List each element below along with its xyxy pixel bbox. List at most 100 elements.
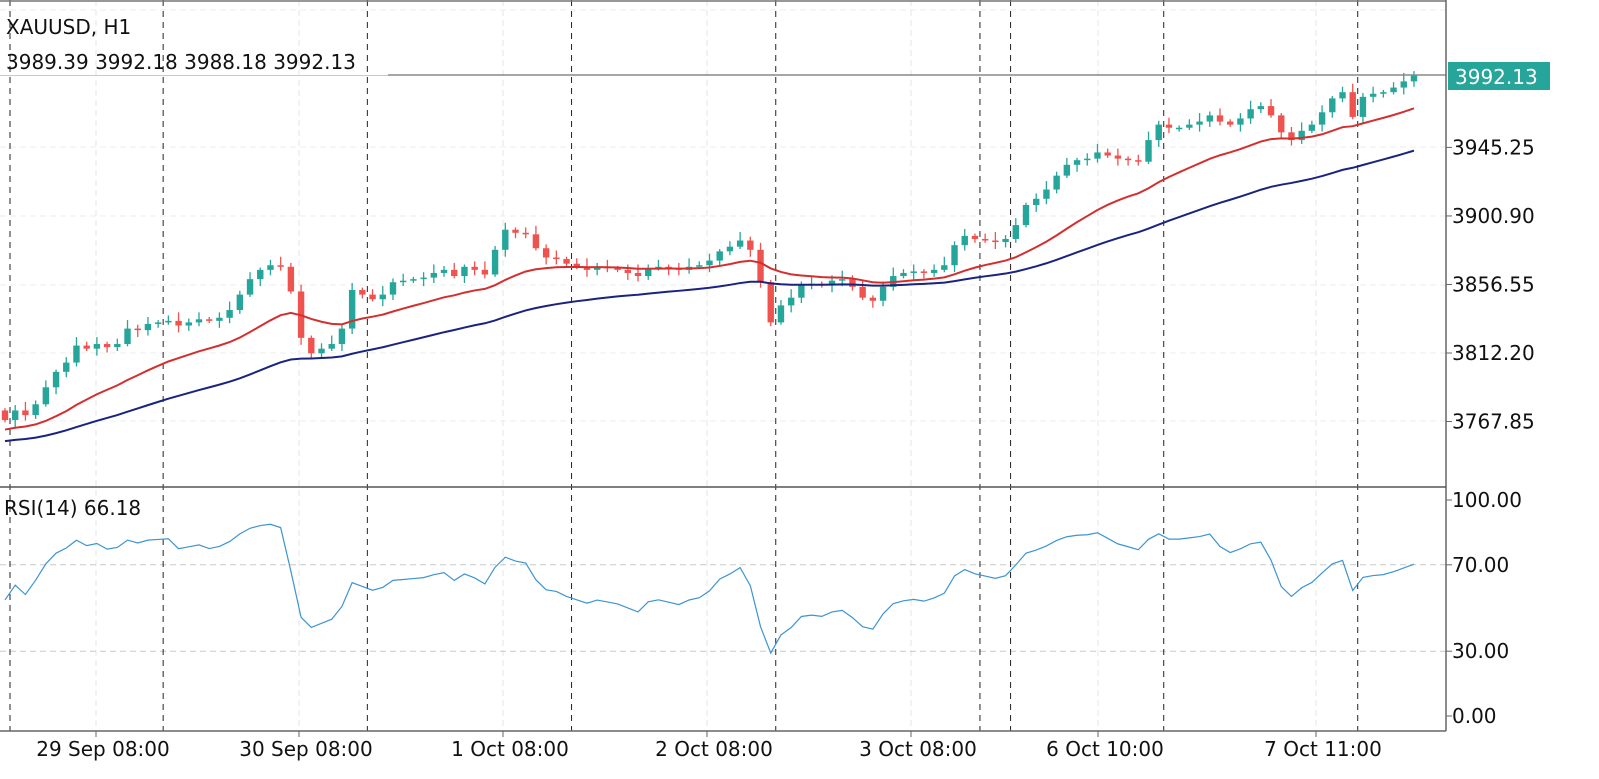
candle-body — [1104, 152, 1111, 156]
candle-body — [1318, 112, 1326, 125]
candle — [1175, 125, 1183, 132]
candle — [1380, 89, 1387, 98]
candle — [502, 222, 509, 257]
candle-body — [981, 238, 989, 241]
candle — [348, 283, 356, 334]
candle — [1094, 143, 1101, 163]
candle — [1063, 157, 1071, 178]
candle — [175, 312, 182, 333]
candle-body — [1410, 75, 1418, 82]
candle-body — [338, 328, 346, 345]
candle-body — [1155, 124, 1162, 141]
candle — [777, 299, 785, 325]
time-tick-label: 1 Oct 08:00 — [451, 737, 569, 761]
candle-body — [645, 268, 652, 277]
candle-body — [420, 277, 427, 280]
rsi-tick-label: 0.00 — [1452, 704, 1497, 728]
candle-body — [961, 235, 968, 246]
price-axis-ticks: 3945.25 3900.90 3856.55 3812.20 3767.85 — [1446, 135, 1535, 434]
candle-body — [522, 232, 529, 235]
candle-body — [757, 249, 764, 283]
candle-body — [798, 285, 805, 298]
price-tick-label: 3945.25 — [1452, 135, 1535, 159]
candle — [12, 405, 19, 427]
candle — [420, 272, 427, 287]
price-tick-label: 3900.90 — [1452, 204, 1535, 228]
symbol-timeframe: XAUUSD, H1 — [6, 15, 131, 39]
candle-body — [716, 251, 723, 261]
candle-body — [1359, 96, 1367, 117]
candle — [1155, 120, 1162, 148]
candle-body — [1012, 225, 1019, 239]
candle-body — [573, 263, 580, 267]
candle-body — [849, 279, 856, 287]
candle — [1053, 171, 1060, 194]
candle — [1400, 72, 1407, 95]
candle — [1206, 111, 1213, 127]
candle-body — [1053, 175, 1060, 190]
candle-body — [63, 362, 70, 372]
candle-body — [1073, 160, 1081, 165]
candle — [1135, 154, 1142, 166]
candle-body — [869, 297, 877, 301]
candle-body — [1033, 198, 1040, 205]
candle-body — [696, 265, 703, 267]
candle-body — [1237, 118, 1244, 125]
candle-body — [1094, 152, 1101, 159]
time-tick-label: 2 Oct 08:00 — [655, 737, 773, 761]
candle — [430, 264, 438, 284]
candle — [195, 312, 203, 327]
candle — [257, 267, 264, 287]
candle-body — [593, 266, 601, 270]
candle — [154, 320, 162, 328]
candle-body — [726, 246, 734, 252]
candle — [359, 287, 366, 299]
candle-body — [971, 235, 979, 239]
candle — [308, 335, 315, 359]
candle-body — [42, 387, 50, 405]
candle-body — [1390, 87, 1397, 93]
candle-body — [1186, 124, 1193, 128]
candle-body — [879, 286, 887, 301]
candle — [941, 256, 948, 273]
candle-body — [491, 249, 499, 275]
candle-body — [236, 294, 244, 311]
candle — [706, 253, 713, 273]
candle-body — [1063, 164, 1071, 176]
candle — [267, 259, 274, 276]
candle-body — [1124, 158, 1132, 161]
candle — [604, 259, 611, 273]
candle-body — [114, 344, 121, 348]
candle — [1237, 113, 1244, 132]
candle — [1216, 108, 1224, 126]
candle — [124, 320, 131, 347]
candle-body — [206, 319, 213, 321]
candle — [1288, 126, 1295, 146]
current-price-value: 3992.13 — [1455, 65, 1538, 89]
candle — [52, 369, 60, 395]
candle-body — [461, 266, 468, 277]
candle-body — [154, 322, 162, 324]
candle-body — [185, 322, 192, 326]
rsi-tick-label: 30.00 — [1452, 639, 1509, 663]
candle — [1145, 131, 1152, 165]
candle — [726, 241, 734, 256]
candle-body — [1308, 124, 1316, 131]
candle — [747, 236, 754, 257]
candle-body — [348, 289, 356, 329]
candle-body — [52, 371, 60, 388]
candle — [1165, 117, 1173, 134]
candle — [410, 276, 417, 284]
candle-body — [951, 245, 958, 266]
candle-body — [1400, 81, 1407, 88]
candle-body — [216, 317, 223, 321]
candle-body — [787, 297, 795, 306]
candle-body — [1288, 132, 1295, 141]
rsi-label: RSI(14) 66.18 — [4, 496, 141, 520]
candle-body — [1043, 189, 1050, 199]
current-price-tag — [1448, 62, 1550, 90]
candle-body — [532, 234, 540, 249]
candle-body — [328, 344, 335, 349]
candle — [1186, 119, 1193, 131]
